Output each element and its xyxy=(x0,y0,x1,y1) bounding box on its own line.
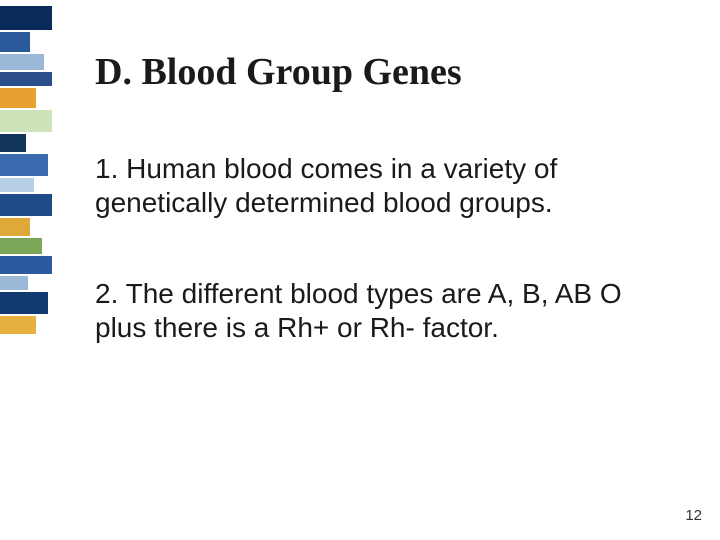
decorative-sidebar xyxy=(0,0,52,540)
sidebar-bar xyxy=(0,88,36,108)
sidebar-bar xyxy=(0,6,52,30)
sidebar-bar xyxy=(0,54,44,70)
sidebar-bar xyxy=(0,72,52,86)
sidebar-bar xyxy=(0,178,34,192)
slide-content: D. Blood Group Genes 1. Human blood come… xyxy=(95,50,680,344)
sidebar-bar xyxy=(0,238,42,254)
slide-title: D. Blood Group Genes xyxy=(95,50,680,94)
sidebar-bar xyxy=(0,316,36,334)
paragraph-2: 2. The different blood types are A, B, A… xyxy=(95,277,680,344)
sidebar-bar xyxy=(0,276,28,290)
sidebar-bar xyxy=(0,154,48,176)
sidebar-bar xyxy=(0,110,52,132)
sidebar-bar xyxy=(0,256,52,274)
sidebar-bar xyxy=(0,218,30,236)
sidebar-bar xyxy=(0,292,48,314)
sidebar-bar xyxy=(0,32,30,52)
sidebar-bar xyxy=(0,194,52,216)
paragraph-1: 1. Human blood comes in a variety of gen… xyxy=(95,152,680,219)
page-number: 12 xyxy=(685,507,702,524)
sidebar-bar xyxy=(0,134,26,152)
